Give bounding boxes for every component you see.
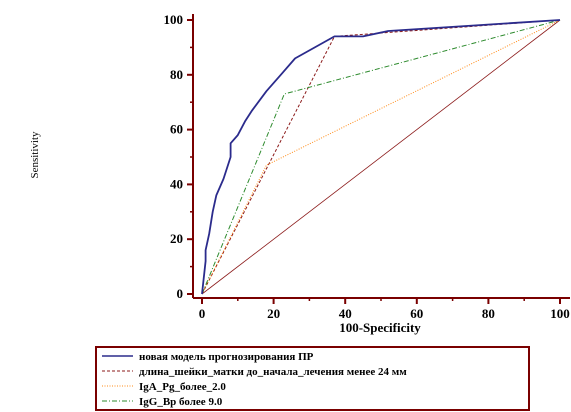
x-tick-label: 60	[410, 306, 423, 321]
series-line-3	[201, 19, 561, 295]
series-line-2	[201, 19, 561, 295]
y-tick-label: 100	[164, 12, 184, 27]
x-tick-label: 100	[550, 306, 570, 321]
reference-line	[201, 19, 561, 295]
legend-label: новая модель прогнозирования ПР	[139, 351, 314, 363]
y-tick-label: 40	[170, 176, 183, 191]
legend-label: длина_шейки_матки до_начала_лечения мене…	[139, 366, 407, 378]
x-tick-label: 20	[267, 306, 280, 321]
y-tick-label: 20	[170, 231, 183, 246]
x-axis-label: 100-Specificity	[339, 320, 421, 335]
x-tick-label: 0	[199, 306, 206, 321]
legend-label: IgA_Pg_более_2.0	[139, 381, 226, 393]
y-tick-label: 60	[170, 122, 183, 137]
legend-item: IgG_Bp более 9.0	[102, 396, 223, 408]
y-tick-label: 0	[177, 286, 184, 301]
legend-item: новая модель прогнозирования ПР	[102, 351, 314, 363]
legend-label: IgG_Bp более 9.0	[139, 396, 223, 408]
legend-box	[95, 346, 530, 411]
y-axis-label: Sensitivity	[29, 131, 41, 179]
legend: новая модель прогнозирования ПР длина_ше…	[95, 346, 530, 411]
x-tick-label: 80	[482, 306, 495, 321]
legend-item: IgA_Pg_более_2.0	[102, 381, 226, 393]
y-tick-label: 80	[170, 67, 183, 82]
x-tick-label: 40	[339, 306, 352, 321]
plot-area: 0 20 40 60 80 100 0 20 40 60 80 100	[164, 12, 570, 321]
series-line-0	[201, 19, 561, 295]
legend-item: длина_шейки_матки до_начала_лечения мене…	[102, 366, 407, 378]
